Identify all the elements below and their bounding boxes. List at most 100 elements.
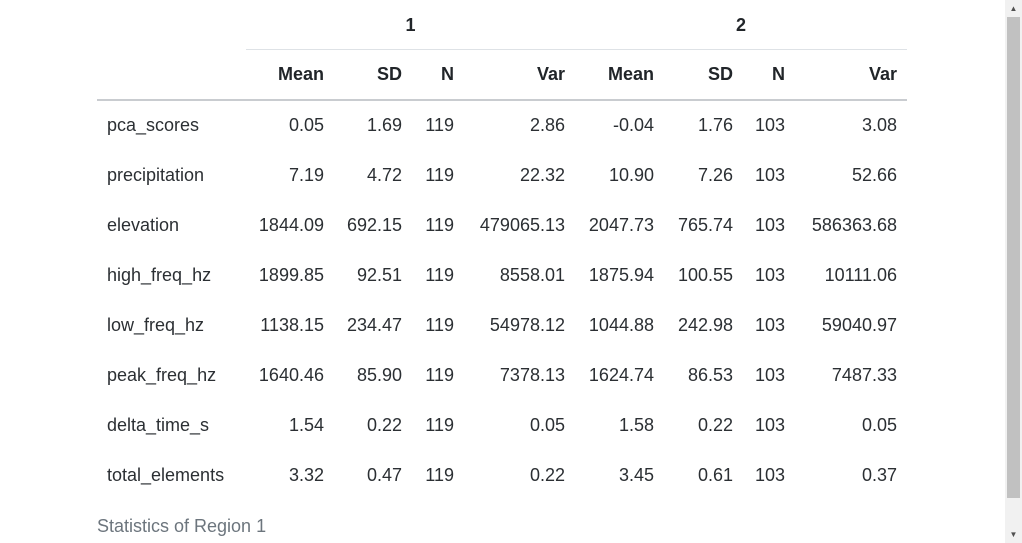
- table-cell: 0.22: [366, 414, 402, 435]
- table-body: pca_scores 0.05 1.69 119 2.86 -0.04 1.76…: [97, 100, 907, 500]
- statistics-table: 1 2 Mean SD N Var Mean SD N Var pca_scor…: [97, 0, 907, 500]
- table-cell: 119: [425, 414, 454, 435]
- table-cell: 7.19: [288, 164, 324, 185]
- table-row: precipitation 7.19 4.72 119 22.32 10.90 …: [97, 150, 907, 200]
- table-cell: 92.51: [356, 264, 402, 285]
- column-header: Mean: [575, 49, 664, 101]
- table-cell: 0.05: [861, 414, 897, 435]
- row-label: precipitation: [107, 164, 205, 185]
- table-cell: 1.76: [697, 115, 733, 135]
- table-cell: 1138.15: [260, 314, 324, 335]
- vertical-scrollbar[interactable]: ▲ ▼: [1005, 0, 1022, 543]
- row-label: low_freq_hz: [107, 314, 205, 335]
- table-cell: 0.22: [697, 414, 733, 435]
- table-cell: 119: [425, 214, 454, 235]
- row-label: peak_freq_hz: [107, 364, 217, 385]
- table-cell: 0.47: [366, 464, 402, 485]
- table-cell: 103: [754, 214, 785, 235]
- row-label: high_freq_hz: [107, 264, 212, 285]
- table-cell: 119: [425, 314, 454, 335]
- table-cell: 586363.68: [811, 214, 897, 235]
- table-cell: 479065.13: [479, 214, 565, 235]
- table-cell: 22.32: [519, 164, 565, 185]
- table-row: pca_scores 0.05 1.69 119 2.86 -0.04 1.76…: [97, 100, 907, 150]
- table-cell: 0.61: [697, 464, 733, 485]
- table-cell: 0.05: [288, 115, 324, 135]
- table-cell: 1044.88: [588, 314, 654, 335]
- column-header: SD: [334, 49, 412, 101]
- scroll-up-icon[interactable]: ▲: [1009, 4, 1018, 13]
- group-header-row: 1 2: [97, 0, 907, 50]
- table-cell: 3.45: [618, 464, 654, 485]
- table-cell: -0.04: [612, 115, 654, 135]
- table-cell: 7378.13: [499, 364, 565, 385]
- table-row: high_freq_hz 1899.85 92.51 119 8558.01 1…: [97, 250, 907, 300]
- row-label: pca_scores: [107, 115, 200, 135]
- table-row: total_elements 3.32 0.47 119 0.22 3.45 0…: [97, 450, 907, 500]
- table-cell: 1.54: [288, 414, 324, 435]
- table-cell: 103: [754, 464, 785, 485]
- column-header: SD: [664, 49, 743, 101]
- table-cell: 103: [754, 264, 785, 285]
- table-cell: 0.05: [529, 414, 565, 435]
- row-label: delta_time_s: [107, 414, 210, 435]
- table-cell: 7.26: [697, 164, 733, 185]
- table-cell: 103: [754, 314, 785, 335]
- table-cell: 10111.06: [824, 264, 897, 285]
- table-cell: 765.74: [677, 214, 733, 235]
- table-cell: 119: [425, 364, 454, 385]
- table-cell: 119: [425, 115, 454, 135]
- column-header: Var: [464, 49, 575, 101]
- table-cell: 1640.46: [258, 364, 324, 385]
- row-label-header: [97, 49, 246, 101]
- table-cell: 100.55: [677, 264, 733, 285]
- table-cell: 59040.97: [821, 314, 897, 335]
- table-cell: 8558.01: [499, 264, 565, 285]
- table-cell: 1844.09: [258, 214, 324, 235]
- table-cell: 119: [425, 264, 454, 285]
- table-cell: 0.37: [861, 464, 897, 485]
- table-cell: 1.58: [618, 414, 654, 435]
- table-cell: 103: [754, 364, 785, 385]
- table-cell: 242.98: [677, 314, 733, 335]
- table-cell: 86.53: [687, 364, 733, 385]
- table-cell: 1.69: [366, 115, 402, 135]
- column-header: Var: [795, 49, 907, 101]
- table-row: elevation 1844.09 692.15 119 479065.13 2…: [97, 200, 907, 250]
- table-cell: 52.66: [851, 164, 897, 185]
- column-header: N: [412, 49, 464, 101]
- column-header: Mean: [246, 49, 334, 101]
- table-cell: 10.90: [608, 164, 654, 185]
- group-header-1: 1: [246, 0, 575, 50]
- table-cell: 1624.74: [588, 364, 654, 385]
- table-cell: 85.90: [356, 364, 402, 385]
- table-row: delta_time_s 1.54 0.22 119 0.05 1.58 0.2…: [97, 400, 907, 450]
- row-label: total_elements: [107, 464, 225, 485]
- row-label: elevation: [107, 214, 180, 235]
- table-cell: 119: [425, 164, 454, 185]
- table-cell: 3.32: [288, 464, 324, 485]
- table-cell: 2047.73: [588, 214, 654, 235]
- table-cell: 54978.12: [489, 314, 565, 335]
- table-cell: 103: [754, 414, 785, 435]
- table-cell: 0.22: [529, 464, 565, 485]
- table-cell: 103: [754, 115, 785, 135]
- table-cell: 234.47: [346, 314, 402, 335]
- table-row: low_freq_hz 1138.15 234.47 119 54978.12 …: [97, 300, 907, 350]
- table-cell: 1899.85: [258, 264, 324, 285]
- scrollbar-thumb[interactable]: [1007, 17, 1020, 498]
- table-cell: 7487.33: [831, 364, 897, 385]
- table-cell: 103: [754, 164, 785, 185]
- table-cell: 2.86: [529, 115, 565, 135]
- table-cell: 4.72: [366, 164, 402, 185]
- table-row: peak_freq_hz 1640.46 85.90 119 7378.13 1…: [97, 350, 907, 400]
- table-cell: 119: [425, 464, 454, 485]
- table-cell: 1875.94: [588, 264, 654, 285]
- group-header-2: 2: [575, 0, 907, 50]
- scroll-down-icon[interactable]: ▼: [1009, 530, 1018, 539]
- empty-corner-cell: [97, 0, 246, 49]
- table-cell: 3.08: [861, 115, 897, 135]
- column-header: N: [743, 49, 795, 101]
- table-caption: Statistics of Region 1: [97, 516, 267, 536]
